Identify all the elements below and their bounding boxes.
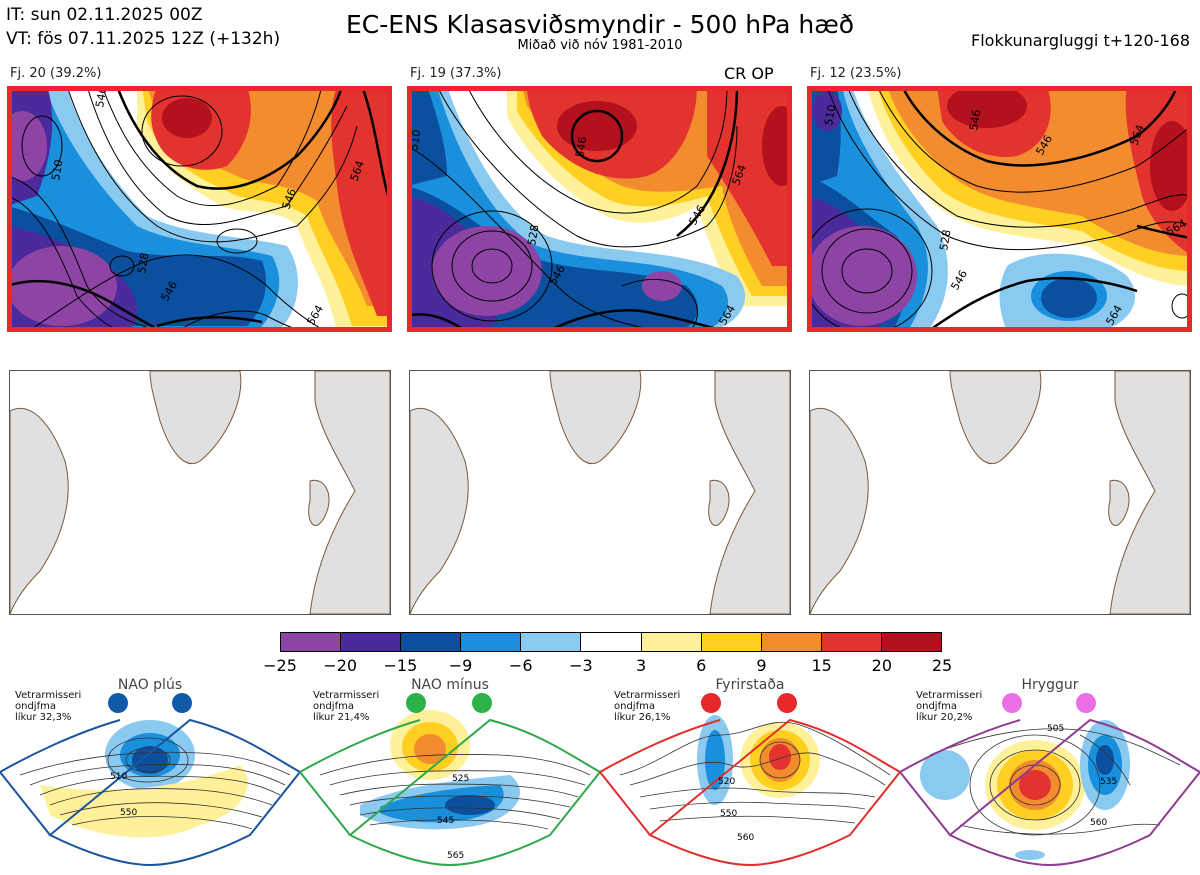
regime-4-note: Vetrarmisseri ondjfma líkur 20,2% xyxy=(916,690,983,723)
regime-1-marker xyxy=(172,693,192,713)
regime-4-contour-label: 505 xyxy=(1047,724,1064,734)
land-outline-3 xyxy=(809,370,1191,615)
colorbar-tick-label: −3 xyxy=(569,656,593,675)
regime-2-name: NAO mínus xyxy=(411,677,489,693)
regime-1-contour-label: 550 xyxy=(120,808,137,818)
regime-3-marker xyxy=(777,693,797,713)
colorbar-segment xyxy=(881,633,942,651)
regime-ridge: 505 535 560 xyxy=(899,718,1200,867)
regime-3-marker xyxy=(701,693,721,713)
colorbar-segment xyxy=(701,633,762,651)
cluster-2-label: Fj. 19 (37.3%) xyxy=(410,66,502,81)
contour-label: 510 xyxy=(822,104,838,127)
colorbar-segment xyxy=(281,633,342,651)
colorbar-tick-label: 15 xyxy=(811,656,832,675)
colorbar-segment xyxy=(581,633,642,651)
regime-1-name: NAO plús xyxy=(117,677,183,693)
contour-label: 528 xyxy=(937,229,953,252)
regime-1-note: Vetrarmisseri ondjfma líkur 32,3% xyxy=(15,690,82,723)
contour-label: 528 xyxy=(135,252,151,275)
regime-1-contour-label: 510 xyxy=(110,772,127,782)
cluster-2-anomaly-svg: 546 510 528 546 564 564 546 xyxy=(407,86,792,332)
regime-4-name: Hryggur xyxy=(1021,677,1079,693)
initial-time: IT: sun 02.11.2025 00Z xyxy=(6,5,203,25)
land-outline-1 xyxy=(9,370,391,615)
colorbar-segment xyxy=(521,633,582,651)
valid-time: VT: fös 07.11.2025 12Z (+132h) xyxy=(6,29,281,49)
cluster-2-frame xyxy=(407,86,792,332)
regime-3-note: Vetrarmisseri ondjfma líkur 26,1% xyxy=(614,690,681,723)
colorbar-tick-label: −9 xyxy=(448,656,473,675)
colorbar-tick-label: −6 xyxy=(508,656,533,675)
classification-window: Flokkunargluggi t+120-168 xyxy=(971,31,1190,50)
contour-label: 546 xyxy=(573,136,589,159)
regime-blocking: 520 550 560 xyxy=(599,715,902,867)
regime-3-contour-label: 520 xyxy=(718,777,735,787)
colorbar-segment xyxy=(341,633,402,651)
colorbar-segment xyxy=(461,633,522,651)
regime-2-marker xyxy=(406,693,426,713)
colorbar-segment xyxy=(761,633,822,651)
regime-nao-minus: 525 545 565 xyxy=(299,710,602,867)
regime-3-name: Fyrirstaða xyxy=(715,677,785,693)
cluster-3-anomaly-svg: 546 510 528 546 564 564 546 564 xyxy=(807,86,1192,332)
regime-2-contour-label: 565 xyxy=(447,851,464,861)
colorbar-segment xyxy=(641,633,702,651)
regime-2-contour-label: 525 xyxy=(452,774,469,784)
cluster-3-label: Fj. 12 (23.5%) xyxy=(810,66,902,81)
page-title: EC-ENS Klasasviðsmyndir - 500 hPa hæð xyxy=(345,10,855,39)
cluster-1-map[interactable]: 546 510 528 546 564 564 546 xyxy=(7,86,392,332)
land-outline-2 xyxy=(409,370,791,615)
regime-4-contour-label: 535 xyxy=(1100,777,1117,787)
contour-label: 546 xyxy=(967,109,983,132)
regime-4-marker xyxy=(1076,693,1096,713)
regime-3-contour-label: 550 xyxy=(720,809,737,819)
cluster-3-frame xyxy=(807,86,1192,332)
cluster-2-badge: CR OP xyxy=(724,64,774,83)
colorbar-ticks: −25 −20 −15 −9 −6 −3 3 6 9 15 20 25 xyxy=(263,656,952,676)
regime-2-contour-label: 545 xyxy=(437,816,454,826)
climatology-subtitle: Miðað við nóv 1981-2010 xyxy=(517,38,683,53)
contour-label: 546 xyxy=(93,86,109,109)
empty-map-2[interactable] xyxy=(409,370,791,615)
colorbar-segment xyxy=(821,633,882,651)
colorbar-tick-label: 3 xyxy=(635,656,647,675)
cluster-3-map[interactable]: 546 510 528 546 564 564 546 564 xyxy=(807,86,1192,332)
anomaly-colorbar xyxy=(280,632,942,652)
regime-2-note: Vetrarmisseri ondjfma líkur 21,4% xyxy=(313,690,380,723)
colorbar-tick-label: −20 xyxy=(323,656,358,675)
colorbar-tick-label: 9 xyxy=(756,656,767,675)
colorbar-tick-label: −15 xyxy=(383,656,418,675)
cluster-1-anomaly-svg: 546 510 528 546 564 564 546 xyxy=(7,86,392,332)
colorbar-tick-label: 20 xyxy=(871,656,892,675)
regime-4-marker xyxy=(1002,693,1022,713)
regime-2-marker xyxy=(472,693,492,713)
contour-label: 528 xyxy=(525,224,541,247)
colorbar-tick-label: 25 xyxy=(931,656,953,675)
cluster-1-label: Fj. 20 (39.2%) xyxy=(10,66,102,81)
cluster-1-frame xyxy=(7,86,392,332)
contour-label: 510 xyxy=(49,159,65,182)
regime-3-contour-label: 560 xyxy=(737,833,754,843)
regime-nao-plus: 510 550 xyxy=(0,718,302,867)
colorbar-tick-label: 6 xyxy=(696,656,707,675)
regime-4-contour-label: 560 xyxy=(1090,818,1107,828)
regime-row: 510 550 525 545 565 xyxy=(0,675,1200,871)
colorbar-tick-label: −25 xyxy=(263,656,297,675)
cluster-2-map[interactable]: 546 510 528 546 564 564 546 xyxy=(407,86,792,332)
regime-1-marker xyxy=(108,693,128,713)
empty-map-1[interactable] xyxy=(9,370,391,615)
colorbar-segment xyxy=(401,633,462,651)
regime-maps-svg: 510 550 525 545 565 xyxy=(0,710,1200,867)
empty-map-3[interactable] xyxy=(809,370,1191,615)
